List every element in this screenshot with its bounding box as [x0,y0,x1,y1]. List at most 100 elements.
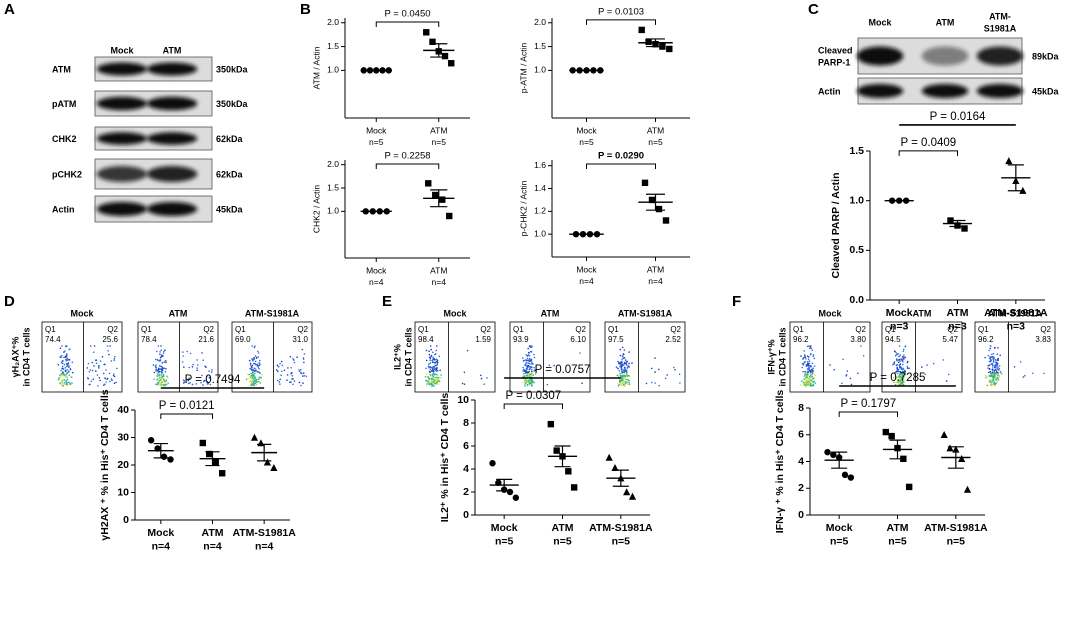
x-tick-label: Mock [491,522,518,534]
flow-dot [808,379,811,382]
flow-dot [60,361,63,364]
data-point [250,433,259,441]
flow-dot [805,373,808,376]
lane-label: ATM- [989,11,1011,21]
y-tick-label: 1.5 [534,41,546,51]
flow-dot [523,368,525,371]
flow-dot [658,368,660,371]
flow-dot [430,374,433,377]
flow-dot [434,353,436,356]
flow-dot [93,365,95,367]
flow-dot [254,355,257,357]
flow-dot [845,375,848,377]
data-point [167,456,174,463]
flow-dot [254,372,256,375]
data-point [940,430,948,438]
flow-dot [160,371,162,373]
flow-dot [898,370,900,373]
flow-dot [812,355,815,358]
flow-dot [525,365,527,367]
flow-dot [65,381,68,383]
flow-dot [432,369,434,371]
y-tick-label: 30 [117,431,129,443]
flow-dot [898,359,901,361]
flow-dot [66,378,69,381]
flow-dot [164,370,167,373]
flow-dot [813,357,816,360]
flow-dot [651,367,653,370]
error-bar [889,439,906,460]
flow-title: Mock [70,308,94,318]
flow-dot [896,353,898,356]
flow-dot [87,377,89,379]
flow-dot [802,358,804,360]
flow-dot [894,383,897,386]
flow-dot [645,382,648,385]
flow-dot [429,345,432,347]
data-point [638,26,645,34]
flow-dot [433,374,436,376]
flow-dot [901,356,904,358]
flow-dot [187,382,190,385]
flow-dot [189,352,192,355]
flow-dot [989,358,991,360]
flow-dot [427,376,429,378]
flow-dot [463,383,466,386]
flow-dot [803,384,805,386]
quadrant-label: Q2 [947,325,958,334]
data-point [512,494,520,501]
flow-dot [896,369,898,372]
flow-dot [437,383,439,385]
quadrant-value: 1.59 [475,335,491,344]
flow-dot [802,357,805,359]
flow-dot [62,375,65,377]
flow-dot [436,345,438,347]
data-point [448,60,455,67]
flow-dot [61,345,63,347]
y-tick-label: 1.0 [327,206,339,216]
flow-dot [245,378,248,381]
flow-dot [546,383,549,386]
flow-dot [997,366,999,369]
flow-dot [829,364,831,366]
flow-dot [429,365,432,368]
quadrant-value: 78.4 [141,335,157,344]
flow-dot [440,374,442,376]
flow-dot [526,374,529,377]
flow-dot [113,359,115,362]
flow-dot [61,384,63,386]
flow-dot [995,365,997,367]
error-bar [831,451,848,469]
flow-dot [902,350,905,353]
flow-dot [901,368,904,371]
flow-dot [156,359,159,361]
flow-dot [899,375,901,378]
flow-dot [434,381,436,383]
flow-dot [252,381,255,383]
flow-dot [811,349,813,352]
flow-dot [204,365,206,368]
flow-dot [810,382,813,385]
flow-dot [165,383,168,386]
flow-dot [991,368,994,371]
flow-dot [289,381,291,384]
flow-dot [992,361,995,363]
quadrant-label: Q1 [885,325,896,334]
flow-dot [528,368,531,371]
flow-dot [436,374,438,376]
flow-dot [615,366,618,369]
flow-dot [628,381,630,384]
flow-dot [531,368,533,371]
flow-dot [160,367,163,370]
flow-dot [620,364,622,367]
panel-label: B [300,1,311,18]
flow-dot [527,379,529,382]
flow-dot [113,375,116,378]
flow-dot [258,378,260,380]
y-tick-label: 0 [123,514,129,526]
flow-dot [257,350,259,353]
flow-dot [621,371,623,374]
y-tick-label: 20 [117,459,129,471]
data-point [270,463,278,471]
flow-dot [436,364,439,366]
